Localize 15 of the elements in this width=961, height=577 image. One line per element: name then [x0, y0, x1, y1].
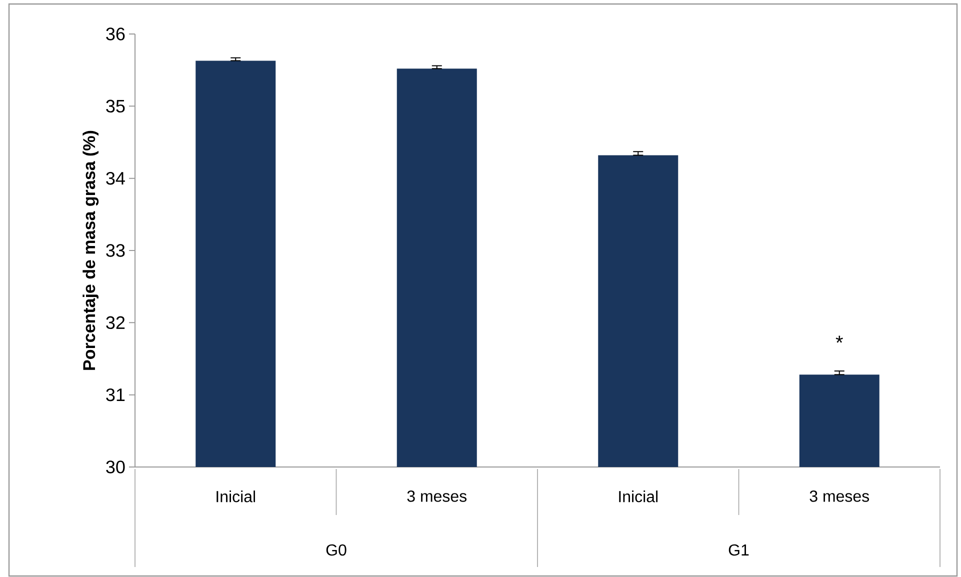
text: G1 [728, 544, 749, 556]
x-tick-label: Inicial [619, 490, 658, 502]
text: G0 [326, 544, 346, 556]
y-tick-label: 30 [106, 460, 125, 474]
y-tick-label: 32 [106, 316, 125, 330]
x-tick-label: 3 meses [407, 490, 467, 502]
x-tick-label: 3 meses [810, 490, 870, 502]
annotation: * [836, 336, 843, 343]
y-tick-label: 34 [106, 172, 125, 185]
y-tick-label: 33 [106, 244, 125, 257]
y-axis-title: Porcentaje de masa grasa (%) [82, 130, 99, 370]
y-tick-label: 36 [106, 28, 125, 40]
y-tick-label: 31 [106, 388, 125, 402]
x-tick-label: Inicial [216, 490, 255, 502]
y-tick-label: 35 [106, 100, 125, 113]
